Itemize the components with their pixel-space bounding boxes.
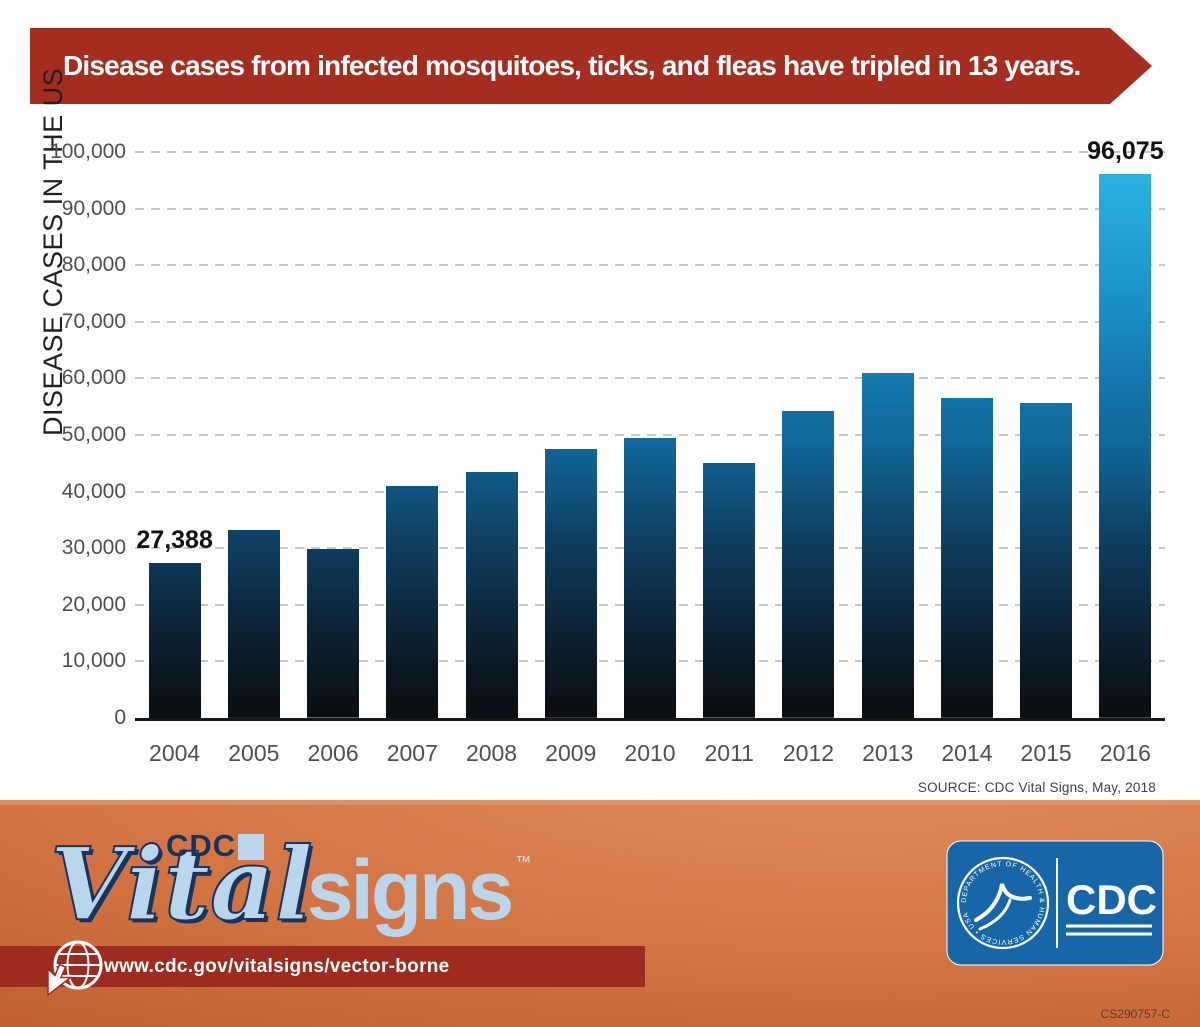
- x-tick-label-2014: 2014: [941, 740, 993, 766]
- bar-2012: [782, 411, 835, 718]
- value-label-2004: 27,388: [136, 525, 213, 554]
- document-id: CS290757-C: [1100, 1007, 1170, 1021]
- bar-2007: [386, 485, 439, 718]
- bar-2016: [1099, 174, 1152, 718]
- gridline-100,000: [135, 151, 1165, 153]
- y-tick-label-60,000: 60,000: [61, 366, 126, 390]
- bar-2015: [1020, 402, 1073, 718]
- gridline-50,000: [135, 434, 1165, 436]
- x-tick-label-2009: 2009: [545, 740, 597, 766]
- hhs-cdc-logo: DEPARTMENT OF HEALTH & HUMAN SERVICES • …: [946, 840, 1164, 966]
- hhs-seal-icon: [956, 856, 1050, 950]
- y-tick-label-80,000: 80,000: [61, 253, 126, 277]
- bar-2005: [227, 530, 280, 718]
- gridline-80,000: [135, 264, 1165, 267]
- x-tick-label-2013: 2013: [862, 740, 914, 766]
- bar-2008: [465, 471, 518, 718]
- vitalsigns-logo-signs-text: signs: [306, 843, 514, 937]
- gridline-90,000: [135, 207, 1165, 210]
- value-label-2016: 96,075: [1087, 137, 1164, 166]
- bar-2011: [703, 463, 756, 718]
- y-tick-label-0: 0: [114, 706, 126, 729]
- x-tick-label-2015: 2015: [1020, 740, 1072, 766]
- y-tick-label-70,000: 70,000: [61, 309, 126, 333]
- bar-2014: [940, 398, 993, 718]
- bar-2010: [624, 437, 676, 718]
- x-tick-label-2011: 2011: [704, 740, 754, 766]
- vitalsigns-url-link[interactable]: www.cdc.gov/vitalsigns/vector-borne: [104, 955, 450, 977]
- y-tick-label-20,000: 20,000: [61, 592, 126, 616]
- url-ribbon: www.cdc.gov/vitalsigns/vector-borne: [0, 946, 645, 987]
- y-tick-label-30,000: 30,000: [61, 536, 126, 560]
- cursor-arrow-icon: [47, 963, 73, 997]
- y-tick-label-50,000: 50,000: [61, 423, 126, 446]
- vitalsigns-logo-vital-text: Vital: [49, 825, 314, 943]
- x-tick-label-2008: 2008: [465, 740, 518, 766]
- bar-2004: [148, 562, 201, 718]
- y-tick-label-10,000: 10,000: [61, 649, 126, 673]
- header-banner: Disease cases from infected mosquitoes, …: [30, 28, 1152, 104]
- bar-chart: DISEASE CASES IN THE US 2004 2005 2006 2007…: [0, 68, 1200, 804]
- gridline-70,000: [135, 320, 1165, 323]
- x-tick-label-2004: 2004: [149, 740, 201, 766]
- trademark-symbol: ™: [515, 854, 532, 871]
- x-tick-label-2006: 2006: [307, 740, 359, 766]
- x-tick-label-2010: 2010: [624, 740, 676, 766]
- vitalsigns-logo: CDC Vital signs ™: [49, 825, 532, 954]
- y-tick-label-100,000: 100,000: [50, 140, 126, 163]
- source-note: SOURCE: CDC Vital Signs, May, 2018: [917, 780, 1156, 795]
- bar-2009: [544, 449, 597, 718]
- footer: CDC Vital signs ™ www.cdc.gov/vitalsigns/v…: [0, 800, 1200, 1027]
- hhs-eagle-wing: [978, 898, 1012, 931]
- x-tick-label-2007: 2007: [386, 740, 438, 766]
- globe-cursor-icon: [47, 940, 103, 997]
- banner-title: Disease cases from infected mosquitoes, …: [63, 50, 1081, 81]
- gridline-60,000: [135, 377, 1165, 380]
- bar-2006: [307, 549, 360, 718]
- hhs-eagle-icon: [974, 883, 1032, 922]
- x-tick-label-2005: 2005: [228, 740, 280, 766]
- y-tick-label-90,000: 90,000: [61, 196, 126, 220]
- plot-area: 2004 2005 2006 2007 2008 2009 2010 2011 2012 2013…: [135, 137, 1165, 766]
- bar-2013: [861, 372, 914, 718]
- x-tick-label-2012: 2012: [782, 740, 835, 766]
- vitalsigns-logo-square: [238, 834, 264, 860]
- x-tick-label-2016: 2016: [1099, 740, 1151, 766]
- y-tick-label-40,000: 40,000: [61, 479, 126, 503]
- vitalsigns-logo-cdc-text: CDC: [166, 828, 237, 863]
- cdc-logo-text: CDC: [1066, 876, 1157, 923]
